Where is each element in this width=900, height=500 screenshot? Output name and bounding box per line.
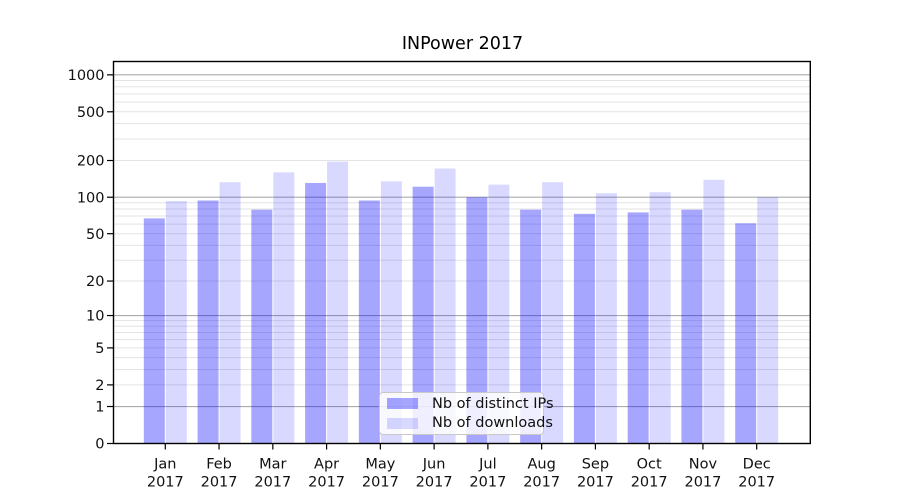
bar-downloads-dec	[757, 197, 779, 444]
bar-distinct-ips-mar	[251, 209, 273, 444]
x-tick-year-oct: 2017	[631, 475, 668, 491]
x-tick-year-jun: 2017	[416, 475, 453, 491]
bar-downloads-mar	[273, 172, 295, 444]
x-tick-label-nov: Nov	[689, 457, 718, 473]
y-tick-label-1: 1	[95, 400, 104, 416]
x-tick-year-dec: 2017	[738, 475, 775, 491]
x-tick-label-sep: Sep	[582, 457, 609, 473]
x-tick-year-sep: 2017	[577, 475, 614, 491]
y-tick-label-500: 500	[77, 105, 105, 121]
x-tick-year-may: 2017	[362, 475, 399, 491]
bar-downloads-aug	[542, 182, 564, 444]
x-tick-label-oct: Oct	[637, 457, 662, 473]
legend-swatch-distinct-ips	[387, 398, 418, 410]
bar-distinct-ips-aug	[520, 209, 542, 444]
x-tick-label-jul: Jul	[478, 457, 497, 473]
legend-row-downloads: Nb of downloads	[380, 414, 553, 432]
y-tick-label-1000: 1000	[68, 68, 105, 84]
bar-distinct-ips-feb	[197, 200, 219, 444]
x-tick-label-mar: Mar	[259, 457, 286, 473]
x-tick-label-may: May	[365, 457, 395, 473]
bar-distinct-ips-jan	[143, 218, 165, 444]
bar-downloads-apr	[327, 161, 349, 444]
x-tick-year-jul: 2017	[469, 475, 506, 491]
x-tick-year-mar: 2017	[254, 475, 291, 491]
y-tick-label-100: 100	[77, 190, 105, 206]
bar-downloads-nov	[703, 179, 725, 444]
x-tick-label-jun: Jun	[422, 457, 446, 473]
bar-distinct-ips-oct	[627, 212, 649, 444]
bar-distinct-ips-jul	[466, 197, 488, 444]
x-tick-label-apr: Apr	[314, 457, 339, 473]
bars	[143, 161, 779, 444]
legend-swatch-downloads	[387, 417, 418, 429]
y-tick-label-50: 50	[86, 227, 104, 243]
bar-distinct-ips-apr	[305, 182, 327, 444]
bar-downloads-jan	[165, 201, 187, 444]
legend-row-distinct-ips: Nb of distinct IPs	[380, 395, 554, 413]
chart-title: INPower 2017	[401, 34, 524, 54]
legend: Nb of distinct IPs Nb of downloads	[379, 392, 554, 435]
y-tick-label-0: 0	[95, 437, 104, 453]
bar-distinct-ips-jun	[412, 186, 434, 444]
bar-distinct-ips-nov	[681, 209, 703, 444]
y-tick-label-200: 200	[77, 154, 105, 170]
x-tick-year-feb: 2017	[201, 475, 238, 491]
x-tick-label-jan: Jan	[153, 457, 176, 473]
y-tick-label-20: 20	[86, 274, 104, 290]
bar-downloads-jun	[434, 168, 456, 444]
x-tick-label-feb: Feb	[206, 457, 232, 473]
bar-downloads-jul	[488, 184, 510, 444]
y-tick-label-2: 2	[95, 378, 104, 394]
bar-distinct-ips-may	[358, 200, 380, 444]
axes	[107, 60, 811, 450]
x-tick-label-aug: Aug	[527, 457, 555, 473]
x-tick-year-jan: 2017	[147, 475, 184, 491]
plot-border	[112, 60, 811, 445]
legend-label-distinct-ips: Nb of distinct IPs	[432, 395, 554, 412]
bar-distinct-ips-dec	[735, 223, 757, 444]
bar-downloads-feb	[219, 182, 241, 444]
x-tick-year-nov: 2017	[684, 475, 721, 491]
bar-downloads-sep	[595, 193, 617, 444]
x-tick-label-dec: Dec	[743, 457, 771, 473]
bar-downloads-may	[380, 181, 402, 444]
x-tick-year-aug: 2017	[523, 475, 560, 491]
axis-labels: 0 1 2 5 10 20 50 100 200 500 1000 Jan 2017 Feb 2017 Mar…	[68, 68, 776, 491]
y-tick-label-5: 5	[95, 341, 104, 357]
legend-label-downloads: Nb of downloads	[432, 415, 553, 432]
bar-downloads-oct	[649, 192, 671, 444]
y-tick-label-10: 10	[86, 309, 104, 325]
bar-distinct-ips-sep	[573, 213, 595, 444]
x-tick-year-apr: 2017	[308, 475, 345, 491]
